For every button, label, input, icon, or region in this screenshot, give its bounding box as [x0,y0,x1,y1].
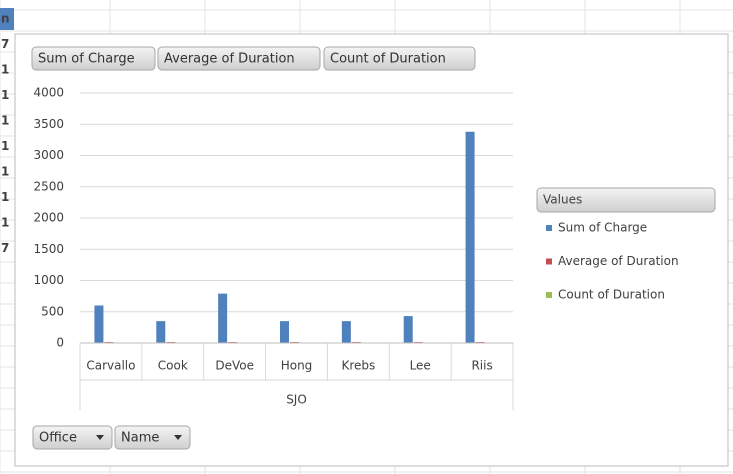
legend-swatch [546,258,552,265]
legend-swatch [546,225,552,231]
bar [218,293,228,343]
legend-swatch [546,292,552,298]
sheet-cell-text: 1 [1,165,9,179]
button-label: Sum of Charge [38,52,135,67]
y-tick-label: 3500 [33,117,64,131]
y-tick-label: 2500 [33,179,64,193]
sheet-cell-text: 1 [1,88,9,102]
button-label: Average of Duration [164,52,295,67]
sheet-cell-text: 1 [1,139,9,153]
field-button[interactable]: Average of Duration [157,46,321,71]
sheet-cell-text: 1 [1,63,9,77]
sheet-cell-text: n [1,12,10,26]
button-label: Count of Duration [330,52,446,67]
bar [156,321,166,343]
legend-label: Sum of Charge [558,221,647,235]
x-group-label: SJO [286,393,307,407]
y-tick-label: 1500 [33,242,64,256]
x-tick-label: Hong [281,359,313,373]
y-tick-label: 0 [56,336,64,350]
button-bg [32,425,113,450]
legend-label: Count of Duration [558,288,665,302]
button-label: Office [39,431,77,446]
x-tick-label: Krebs [341,359,375,373]
chart: Sum of Charge Average of Duration Count of… [31,46,716,450]
x-tick-label: Riis [471,359,492,373]
chart-area [14,33,729,467]
sheet-cell-text: 7 [1,241,9,255]
button-label: Name [121,431,159,446]
dropdown-arrow [96,435,104,440]
legend: Values Sum of Charge Average of Duration Co… [536,187,716,302]
bar [341,321,351,343]
sheet-cell-text: 7 [1,37,9,51]
x-tick-label: DeVoe [215,359,254,373]
x-tick-label: Cook [158,359,188,373]
y-tick-label: 1000 [33,273,64,287]
field-button[interactable]: Count of Duration [323,46,476,71]
bar [465,131,475,343]
dropdown-arrow [174,435,182,440]
bar [280,321,289,343]
x-tick-label: Lee [410,359,431,373]
bar [403,316,413,343]
sheet-cell-text: 1 [1,190,9,204]
legend-title: Values [543,193,582,207]
legend-label: Average of Duration [558,254,679,268]
button-bg [31,46,156,71]
y-tick-label: 4000 [33,86,64,100]
button-bg [323,46,476,71]
sheet-header-cell [0,8,14,30]
button-bg [114,425,191,450]
bar [94,305,104,343]
field-button[interactable]: Name [114,425,191,450]
y-tick-label: 2000 [33,211,64,225]
x-tick-label: Carvallo [86,359,135,373]
legend-title-bg [536,187,716,213]
y-tick-label: 500 [41,304,64,318]
button-bg [157,46,321,71]
sheet-cell-text: 1 [1,216,9,230]
y-tick-label: 3000 [33,148,64,162]
sheet-cell-text: 1 [1,114,9,128]
field-button[interactable]: Office [32,425,113,450]
field-button[interactable]: Sum of Charge [31,46,156,71]
